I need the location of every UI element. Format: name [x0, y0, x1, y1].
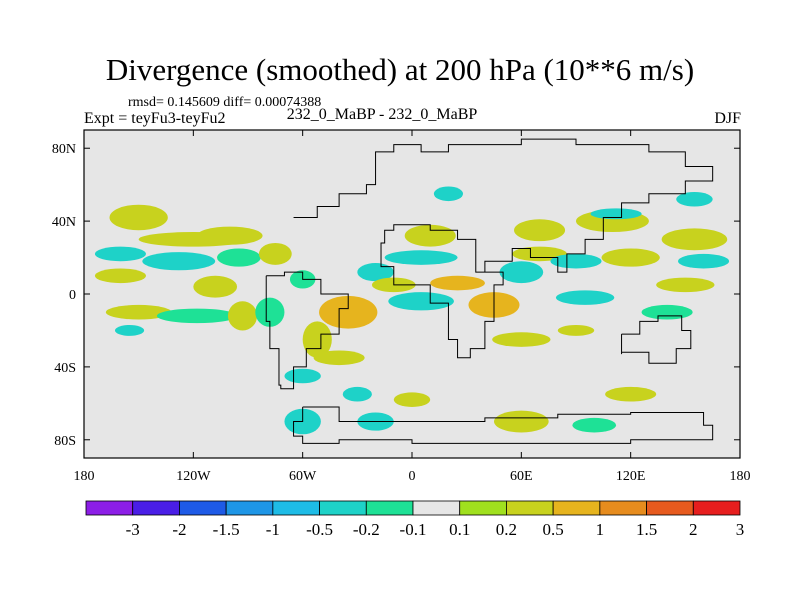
colorbar-swatch	[552, 500, 601, 516]
coastline	[265, 138, 714, 444]
australia-coast	[621, 315, 692, 364]
divergence-blob	[109, 204, 168, 231]
divergence-blob	[555, 290, 615, 305]
divergence-blob	[255, 297, 285, 327]
divergence-blob	[493, 410, 549, 433]
colorbar-label: 3	[736, 520, 745, 539]
divergence-blob	[433, 186, 464, 202]
divergence-blob	[601, 248, 660, 267]
x-tick-label: 180	[730, 469, 751, 484]
colorbar-label: -3	[126, 520, 140, 539]
south-america-coast	[265, 271, 349, 390]
y-tick-label: 0	[69, 288, 76, 303]
divergence-blob	[550, 253, 602, 269]
eurasia-africa-coast	[293, 138, 714, 359]
x-tick-label: 180	[74, 469, 95, 484]
colorbar-swatch	[599, 500, 647, 516]
colorbar-label: -0.2	[353, 520, 380, 539]
colorbar-swatch	[365, 500, 414, 516]
divergence-blob	[572, 417, 617, 433]
x-tick-label: 120W	[176, 469, 211, 484]
divergence-blob	[656, 277, 715, 293]
divergence-blob	[641, 304, 693, 320]
colorbar-swatch	[412, 500, 461, 516]
stats-label: rmsd= 0.145609 diff= 0.00074388	[128, 95, 322, 110]
colorbar-swatch	[132, 500, 180, 516]
colorbar-label: -1	[266, 520, 280, 539]
divergence-blob	[94, 268, 146, 284]
divergence-blob	[319, 295, 378, 329]
colorbar-swatch	[506, 500, 554, 516]
colorbar-label: -2	[172, 520, 186, 539]
divergence-blob	[105, 304, 172, 320]
colorbar-label: 1	[596, 520, 605, 539]
colorbar-swatch	[319, 500, 367, 516]
colorbar-label: 1.5	[636, 520, 657, 539]
divergence-blob	[342, 386, 372, 402]
colorbar-label: -0.5	[306, 520, 333, 539]
y-tick-label: 80S	[54, 434, 76, 449]
colorbar-swatch	[272, 500, 320, 516]
colorbar-label: 0.5	[543, 520, 564, 539]
colorbar-label: 2	[689, 520, 698, 539]
colorbar: -3 -2 -1.5 -1 -0.5 -0.2 -0.1 0.1 0.2 0.5 1 1.5 2 3	[85, 500, 745, 539]
colorbar-swatch	[85, 500, 134, 516]
antarctica-coast	[293, 406, 714, 444]
x-tick-label: 60W	[289, 469, 317, 484]
y-axis: 80N 40N 0 40S 80S	[52, 142, 740, 449]
divergence-blob	[384, 250, 458, 265]
y-tick-label: 80N	[52, 142, 76, 157]
divergence-blob	[661, 228, 728, 251]
divergence-blob	[193, 275, 238, 298]
y-tick-label: 40N	[52, 215, 76, 230]
divergence-blob	[227, 301, 258, 331]
colorbar-swatch	[692, 500, 741, 516]
x-tick-label: 0	[409, 469, 416, 484]
divergence-blob	[492, 332, 551, 347]
divergence-blob	[557, 324, 595, 336]
colorbar-label: 0.2	[496, 520, 517, 539]
divergence-blob	[514, 219, 566, 242]
divergence-blob	[284, 368, 321, 384]
divergence-blob	[94, 246, 146, 262]
case-label: 232_0_MaBP - 232_0_MaBP	[286, 106, 478, 123]
divergence-blob	[499, 261, 544, 284]
divergence-blob	[393, 392, 431, 407]
divergence-blob	[217, 248, 261, 267]
divergence-blob	[114, 324, 145, 336]
divergence-blob	[590, 208, 642, 220]
chart-title: Divergence (smoothed) at 200 hPa (10**6 …	[105, 52, 695, 87]
x-tick-label: 60E	[510, 469, 533, 484]
divergence-blob	[676, 191, 713, 207]
colorbar-label: 0.1	[449, 520, 470, 539]
colorbar-swatch	[646, 500, 694, 516]
x-axis: 180 120W 60W 0 60E 120E 180	[74, 130, 751, 484]
colorbar-swatch	[459, 500, 507, 516]
divergence-blob	[357, 263, 394, 282]
divergence-blob	[678, 253, 730, 269]
divergence-blob	[156, 308, 238, 324]
divergence-blob	[313, 350, 365, 366]
colorbar-swatch	[179, 500, 227, 516]
x-tick-label: 120E	[616, 469, 646, 484]
divergence-blob	[142, 252, 216, 271]
season-label: DJF	[714, 110, 741, 127]
divergence-blob	[388, 292, 454, 311]
colorbar-swatch	[225, 500, 274, 516]
y-tick-label: 40S	[54, 361, 76, 376]
divergence-blob	[430, 275, 485, 291]
expt-label: Expt = teyFu3-teyFu2	[84, 110, 226, 127]
divergence-blob	[605, 386, 657, 402]
colorbar-label: -1.5	[213, 520, 240, 539]
divergence-blob	[196, 226, 263, 245]
divergence-blob	[258, 242, 292, 265]
colorbar-label: -0.1	[400, 520, 427, 539]
